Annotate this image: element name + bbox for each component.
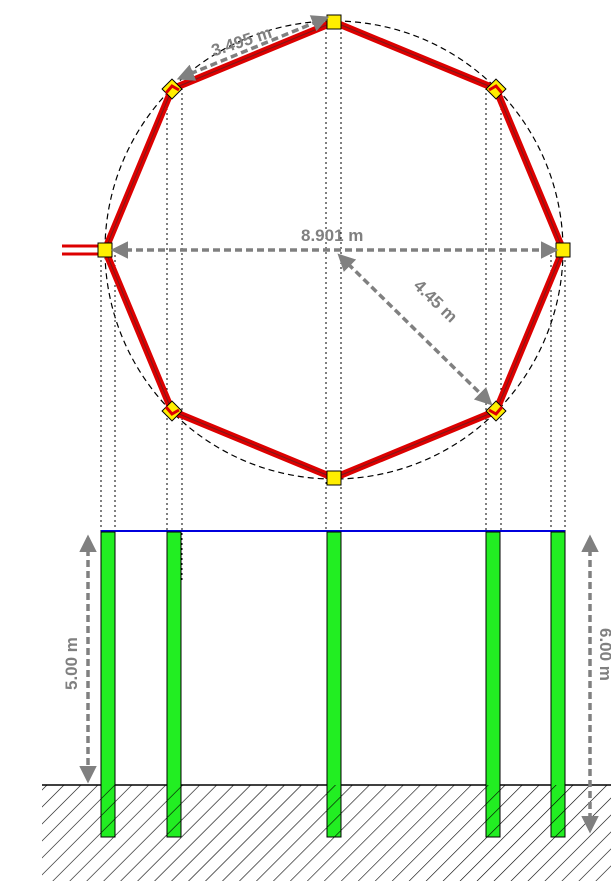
diameter-label: 8.901 m xyxy=(301,226,363,245)
node-top xyxy=(326,14,342,30)
plan-view: 3.495 m 8.901 m 4.45 m xyxy=(62,14,571,580)
node-bottom xyxy=(326,470,342,486)
node-bottom-left xyxy=(161,400,183,422)
node-bottom-right xyxy=(485,400,507,422)
height-label-right: 6.00 m xyxy=(596,628,611,681)
radius-arrow xyxy=(337,253,493,406)
side-length-label: 3.495 m xyxy=(209,23,274,60)
node-top-left xyxy=(161,78,183,100)
node-top-right xyxy=(485,78,507,100)
node-left xyxy=(97,242,113,258)
node-right xyxy=(555,242,571,258)
elevation-view: 5.00 m 6.00 m xyxy=(42,530,611,881)
height-label-left: 5.00 m xyxy=(62,637,81,690)
posts xyxy=(100,531,566,838)
radius-label: 4.45 m xyxy=(410,276,461,326)
projection-lines xyxy=(100,22,566,580)
dimension-arrows xyxy=(110,15,559,406)
side-length-arrow xyxy=(176,15,330,81)
octagon-nodes xyxy=(97,14,571,486)
